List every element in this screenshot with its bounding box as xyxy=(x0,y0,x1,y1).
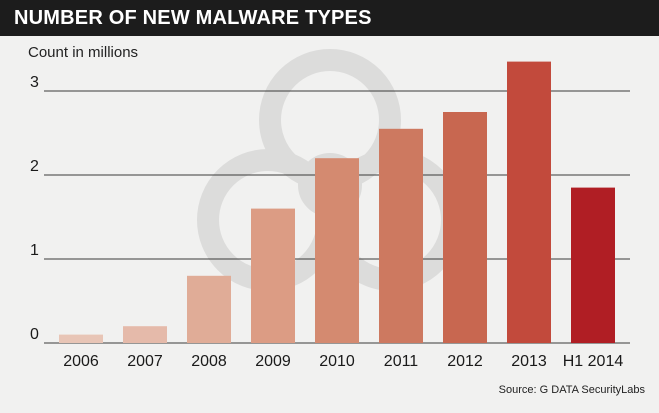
x-tick-label: 2012 xyxy=(447,353,483,370)
bar xyxy=(315,158,359,343)
x-tick-label: 2013 xyxy=(511,353,547,370)
x-tick-label: 2006 xyxy=(63,353,99,370)
x-tick-label: 2011 xyxy=(384,353,419,370)
x-tick-label: 2010 xyxy=(319,353,355,370)
y-axis-unit-label: Count in millions xyxy=(28,44,139,61)
bar xyxy=(59,334,103,343)
source-note: Source: G DATA SecurityLabs xyxy=(498,384,645,396)
y-tick-label: 0 xyxy=(30,326,39,343)
y-tick-label: 1 xyxy=(30,242,39,259)
x-tick-label: H1 2014 xyxy=(563,353,624,370)
bar xyxy=(443,112,487,343)
bar xyxy=(187,275,231,343)
bar xyxy=(123,326,167,343)
x-tick-label: 2007 xyxy=(127,353,163,370)
y-tick-label: 3 xyxy=(30,74,39,91)
x-tick-label: 2009 xyxy=(255,353,291,370)
x-tick-labels: 2006 2007 2008 2009 2010 2011 2012 2013 H1 2014 xyxy=(63,353,623,370)
bar xyxy=(571,187,615,343)
bar xyxy=(507,61,551,343)
title-bar: NUMBER OF NEW MALWARE TYPES xyxy=(0,0,659,36)
bar xyxy=(251,208,295,343)
bars xyxy=(59,61,615,343)
y-tick-label: 2 xyxy=(30,158,39,175)
x-tick-label: 2008 xyxy=(191,353,227,370)
chart-title: NUMBER OF NEW MALWARE TYPES xyxy=(14,7,372,29)
y-tick-labels: 0 1 2 3 xyxy=(30,74,39,343)
bar xyxy=(379,128,423,343)
